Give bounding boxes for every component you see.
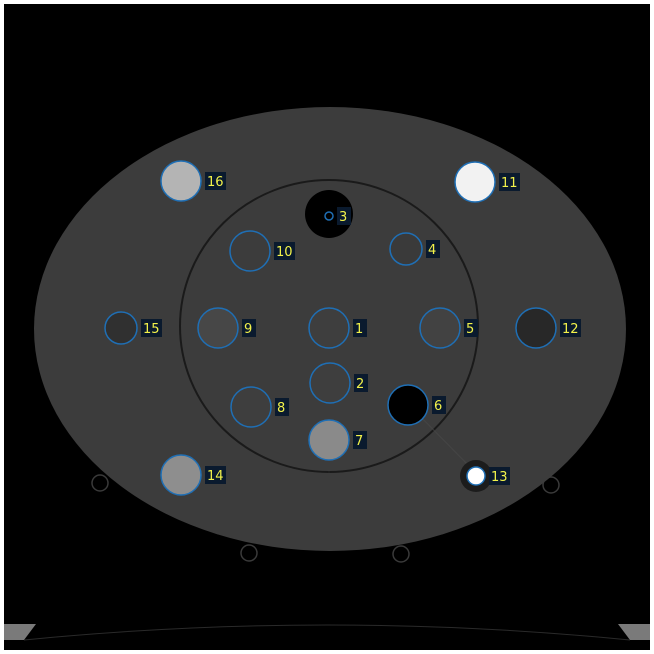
roi-circle-11[interactable] — [454, 161, 496, 203]
roi-label-bg-8 — [275, 398, 289, 416]
roi-label-5: 5 — [466, 322, 474, 337]
roi-label-bg-10 — [274, 242, 295, 260]
roi-label-7: 7 — [355, 434, 363, 449]
marker-ring — [240, 544, 258, 562]
roi-circle-15[interactable] — [104, 311, 138, 345]
roi-label-bg-13 — [489, 467, 510, 485]
roi-label-bg-15 — [141, 319, 162, 337]
roi-circle-9[interactable] — [197, 307, 239, 349]
roi-circle-6[interactable] — [387, 384, 429, 426]
roi-circle-13[interactable] — [466, 466, 486, 486]
roi-label-2: 2 — [356, 377, 364, 392]
roi-label-16: 16 — [207, 175, 224, 190]
roi-label-4: 4 — [428, 243, 436, 258]
roi-label-6: 6 — [434, 399, 442, 414]
roi-circle-1[interactable] — [308, 307, 350, 349]
roi-circle-8[interactable] — [230, 386, 272, 428]
roi-label-10: 10 — [276, 245, 293, 260]
roi-circle-7[interactable] — [308, 419, 350, 461]
marker-ring — [91, 474, 109, 492]
roi-label-13: 13 — [491, 470, 508, 485]
table-marker-left — [4, 624, 36, 640]
roi-label-bg-1 — [353, 319, 367, 337]
roi-label-bg-16 — [205, 172, 226, 190]
roi-circle-16[interactable] — [160, 160, 202, 202]
roi-label-11: 11 — [501, 176, 518, 191]
roi-circle-12[interactable] — [515, 307, 557, 349]
roi-circle-14[interactable] — [160, 454, 202, 496]
roi-label-bg-5 — [464, 319, 478, 337]
marker-ring — [392, 545, 410, 563]
roi-circle-5[interactable] — [419, 307, 461, 349]
roi-label-bg-14 — [205, 466, 226, 484]
roi-label-bg-4 — [426, 240, 440, 258]
roi-label-bg-12 — [560, 319, 581, 337]
roi-label-bg-3 — [337, 207, 351, 225]
roi-label-14: 14 — [207, 469, 224, 484]
roi-label-15: 15 — [143, 322, 160, 337]
roi-label-9: 9 — [244, 322, 252, 337]
roi-label-bg-9 — [242, 319, 256, 337]
marker-ring — [542, 476, 560, 494]
roi-label-8: 8 — [277, 401, 285, 416]
roi-label-1: 1 — [355, 322, 363, 337]
roi-label-bg-11 — [499, 173, 520, 191]
roi-circle-10[interactable] — [229, 230, 271, 272]
roi-circle-4[interactable] — [389, 232, 423, 266]
roi-label-bg-6 — [432, 396, 446, 414]
roi-circle-3[interactable] — [324, 211, 334, 221]
table-marker-right — [618, 624, 650, 640]
roi-label-3: 3 — [339, 210, 347, 225]
roi-label-bg-2 — [354, 374, 368, 392]
table-curve — [23, 624, 631, 641]
roi-label-12: 12 — [562, 322, 579, 337]
roi-label-bg-7 — [353, 431, 367, 449]
roi-circle-2[interactable] — [309, 362, 351, 404]
